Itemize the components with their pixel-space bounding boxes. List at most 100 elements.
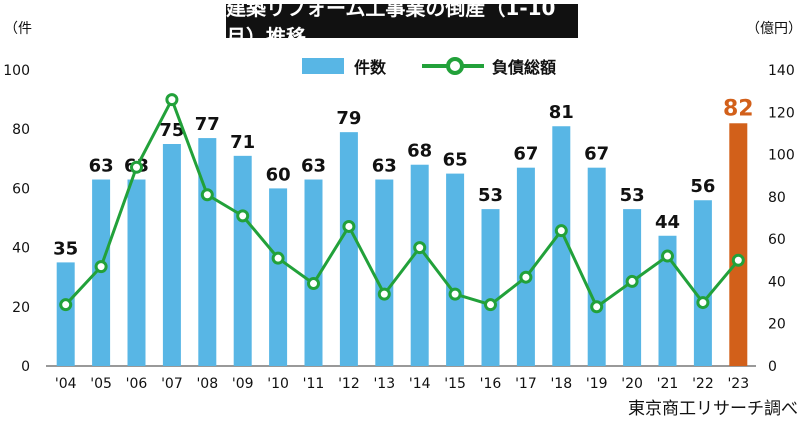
bar bbox=[516, 167, 535, 366]
right-tick-label: 60 bbox=[768, 232, 786, 248]
bar bbox=[481, 209, 500, 366]
left-axis-unit: （件 bbox=[4, 21, 32, 37]
right-tick-label: 120 bbox=[768, 105, 795, 121]
left-tick-label: 100 bbox=[3, 63, 30, 79]
bar bbox=[127, 179, 146, 366]
chart-title: 建築リフォーム工事業の倒産（1-10月）推移 bbox=[226, 0, 578, 49]
x-tick-label: '07 bbox=[161, 376, 183, 392]
right-tick-label: 20 bbox=[768, 317, 786, 333]
bar bbox=[269, 188, 288, 366]
left-tick-label: 0 bbox=[21, 359, 30, 375]
bar bbox=[339, 132, 358, 366]
left-tick-label: 40 bbox=[12, 241, 30, 257]
bar bbox=[304, 179, 323, 366]
debt-series-line bbox=[64, 95, 740, 310]
legend-bar-swatch bbox=[302, 58, 344, 74]
line-point bbox=[271, 251, 285, 265]
bar bbox=[410, 164, 429, 366]
x-tick-label: '04 bbox=[55, 376, 77, 392]
line-point bbox=[554, 224, 568, 238]
line-point bbox=[448, 287, 462, 301]
bar-value-label: 53 bbox=[478, 185, 503, 206]
x-tick-label: '19 bbox=[586, 376, 608, 392]
bar-value-label: 56 bbox=[690, 176, 715, 197]
right-axis-unit: （億円） bbox=[746, 21, 802, 37]
x-tick-label: '18 bbox=[550, 376, 572, 392]
line-point bbox=[236, 209, 250, 223]
line-point bbox=[342, 219, 356, 233]
line-point bbox=[413, 241, 427, 255]
x-tick-label: '20 bbox=[621, 376, 643, 392]
bar-value-label: 67 bbox=[584, 144, 609, 165]
line-point bbox=[200, 188, 214, 202]
line-point bbox=[590, 300, 604, 314]
bar-value-label: 60 bbox=[266, 164, 291, 185]
bar bbox=[552, 126, 571, 367]
line-point bbox=[696, 296, 710, 310]
legend-line-label: 負債総額 bbox=[492, 58, 557, 77]
x-tick-label: '14 bbox=[409, 376, 431, 392]
bar bbox=[729, 123, 748, 366]
bar bbox=[233, 155, 252, 366]
bar-value-label: 82 bbox=[723, 96, 754, 121]
legend: 件数 負債総額 bbox=[302, 52, 556, 80]
bar bbox=[658, 235, 677, 366]
right-tick-label: 80 bbox=[768, 190, 786, 206]
line-point bbox=[661, 249, 674, 263]
x-tick-label: '06 bbox=[126, 376, 148, 392]
left-tick-label: 20 bbox=[12, 300, 30, 316]
right-tick-label: 0 bbox=[768, 359, 777, 375]
line-point bbox=[94, 260, 108, 274]
bar-value-label: 53 bbox=[620, 185, 645, 206]
bar-value-label: 44 bbox=[655, 212, 680, 233]
x-tick-label: '23 bbox=[727, 376, 749, 392]
bar-value-label: 75 bbox=[159, 120, 184, 141]
x-tick-label: '09 bbox=[232, 376, 254, 392]
bar-value-label: 68 bbox=[407, 141, 432, 162]
bar-value-label: 67 bbox=[513, 144, 538, 165]
bar-value-label: 63 bbox=[89, 156, 114, 177]
x-tick-label: '08 bbox=[196, 376, 218, 392]
bar-value-label: 77 bbox=[195, 114, 220, 135]
x-tick-label: '17 bbox=[515, 376, 537, 392]
left-tick-label: 60 bbox=[12, 181, 30, 197]
bar-value-label: 65 bbox=[443, 150, 468, 171]
x-tick-label: '15 bbox=[444, 376, 466, 392]
bar bbox=[446, 173, 465, 366]
x-tick-label: '11 bbox=[303, 376, 325, 392]
left-tick-label: 80 bbox=[12, 122, 30, 138]
line-point bbox=[484, 298, 497, 312]
x-tick-label: '13 bbox=[373, 376, 395, 392]
line-point bbox=[519, 270, 533, 284]
bar-value-label: 63 bbox=[301, 156, 326, 177]
x-tick-label: '12 bbox=[338, 376, 360, 392]
bar bbox=[162, 144, 181, 366]
line-point bbox=[130, 160, 143, 174]
x-tick-label: '10 bbox=[267, 376, 289, 392]
line-point bbox=[307, 277, 320, 291]
line-point bbox=[59, 298, 73, 312]
bar bbox=[198, 138, 217, 366]
bar bbox=[375, 179, 394, 366]
x-tick-label: '21 bbox=[657, 376, 679, 392]
x-tick-label: '05 bbox=[90, 376, 112, 392]
right-tick-label: 40 bbox=[768, 274, 786, 290]
legend-line-swatch bbox=[422, 56, 485, 76]
line-point bbox=[731, 253, 745, 267]
bar bbox=[587, 167, 606, 366]
right-tick-label: 140 bbox=[768, 63, 795, 79]
right-tick-label: 100 bbox=[768, 148, 795, 164]
bar bbox=[693, 200, 712, 366]
line-point bbox=[625, 274, 639, 288]
source-note: 東京商工リサーチ調べ bbox=[628, 399, 798, 419]
bar-value-label: 71 bbox=[230, 132, 255, 153]
bar bbox=[56, 262, 75, 366]
bar-value-label: 81 bbox=[549, 102, 574, 123]
bar-value-label: 35 bbox=[53, 238, 78, 259]
bar-value-label: 79 bbox=[336, 108, 361, 129]
line-point bbox=[377, 287, 391, 301]
x-tick-label: '16 bbox=[480, 376, 502, 392]
x-tick-label: '22 bbox=[692, 376, 714, 392]
bar-value-label: 63 bbox=[372, 156, 397, 177]
